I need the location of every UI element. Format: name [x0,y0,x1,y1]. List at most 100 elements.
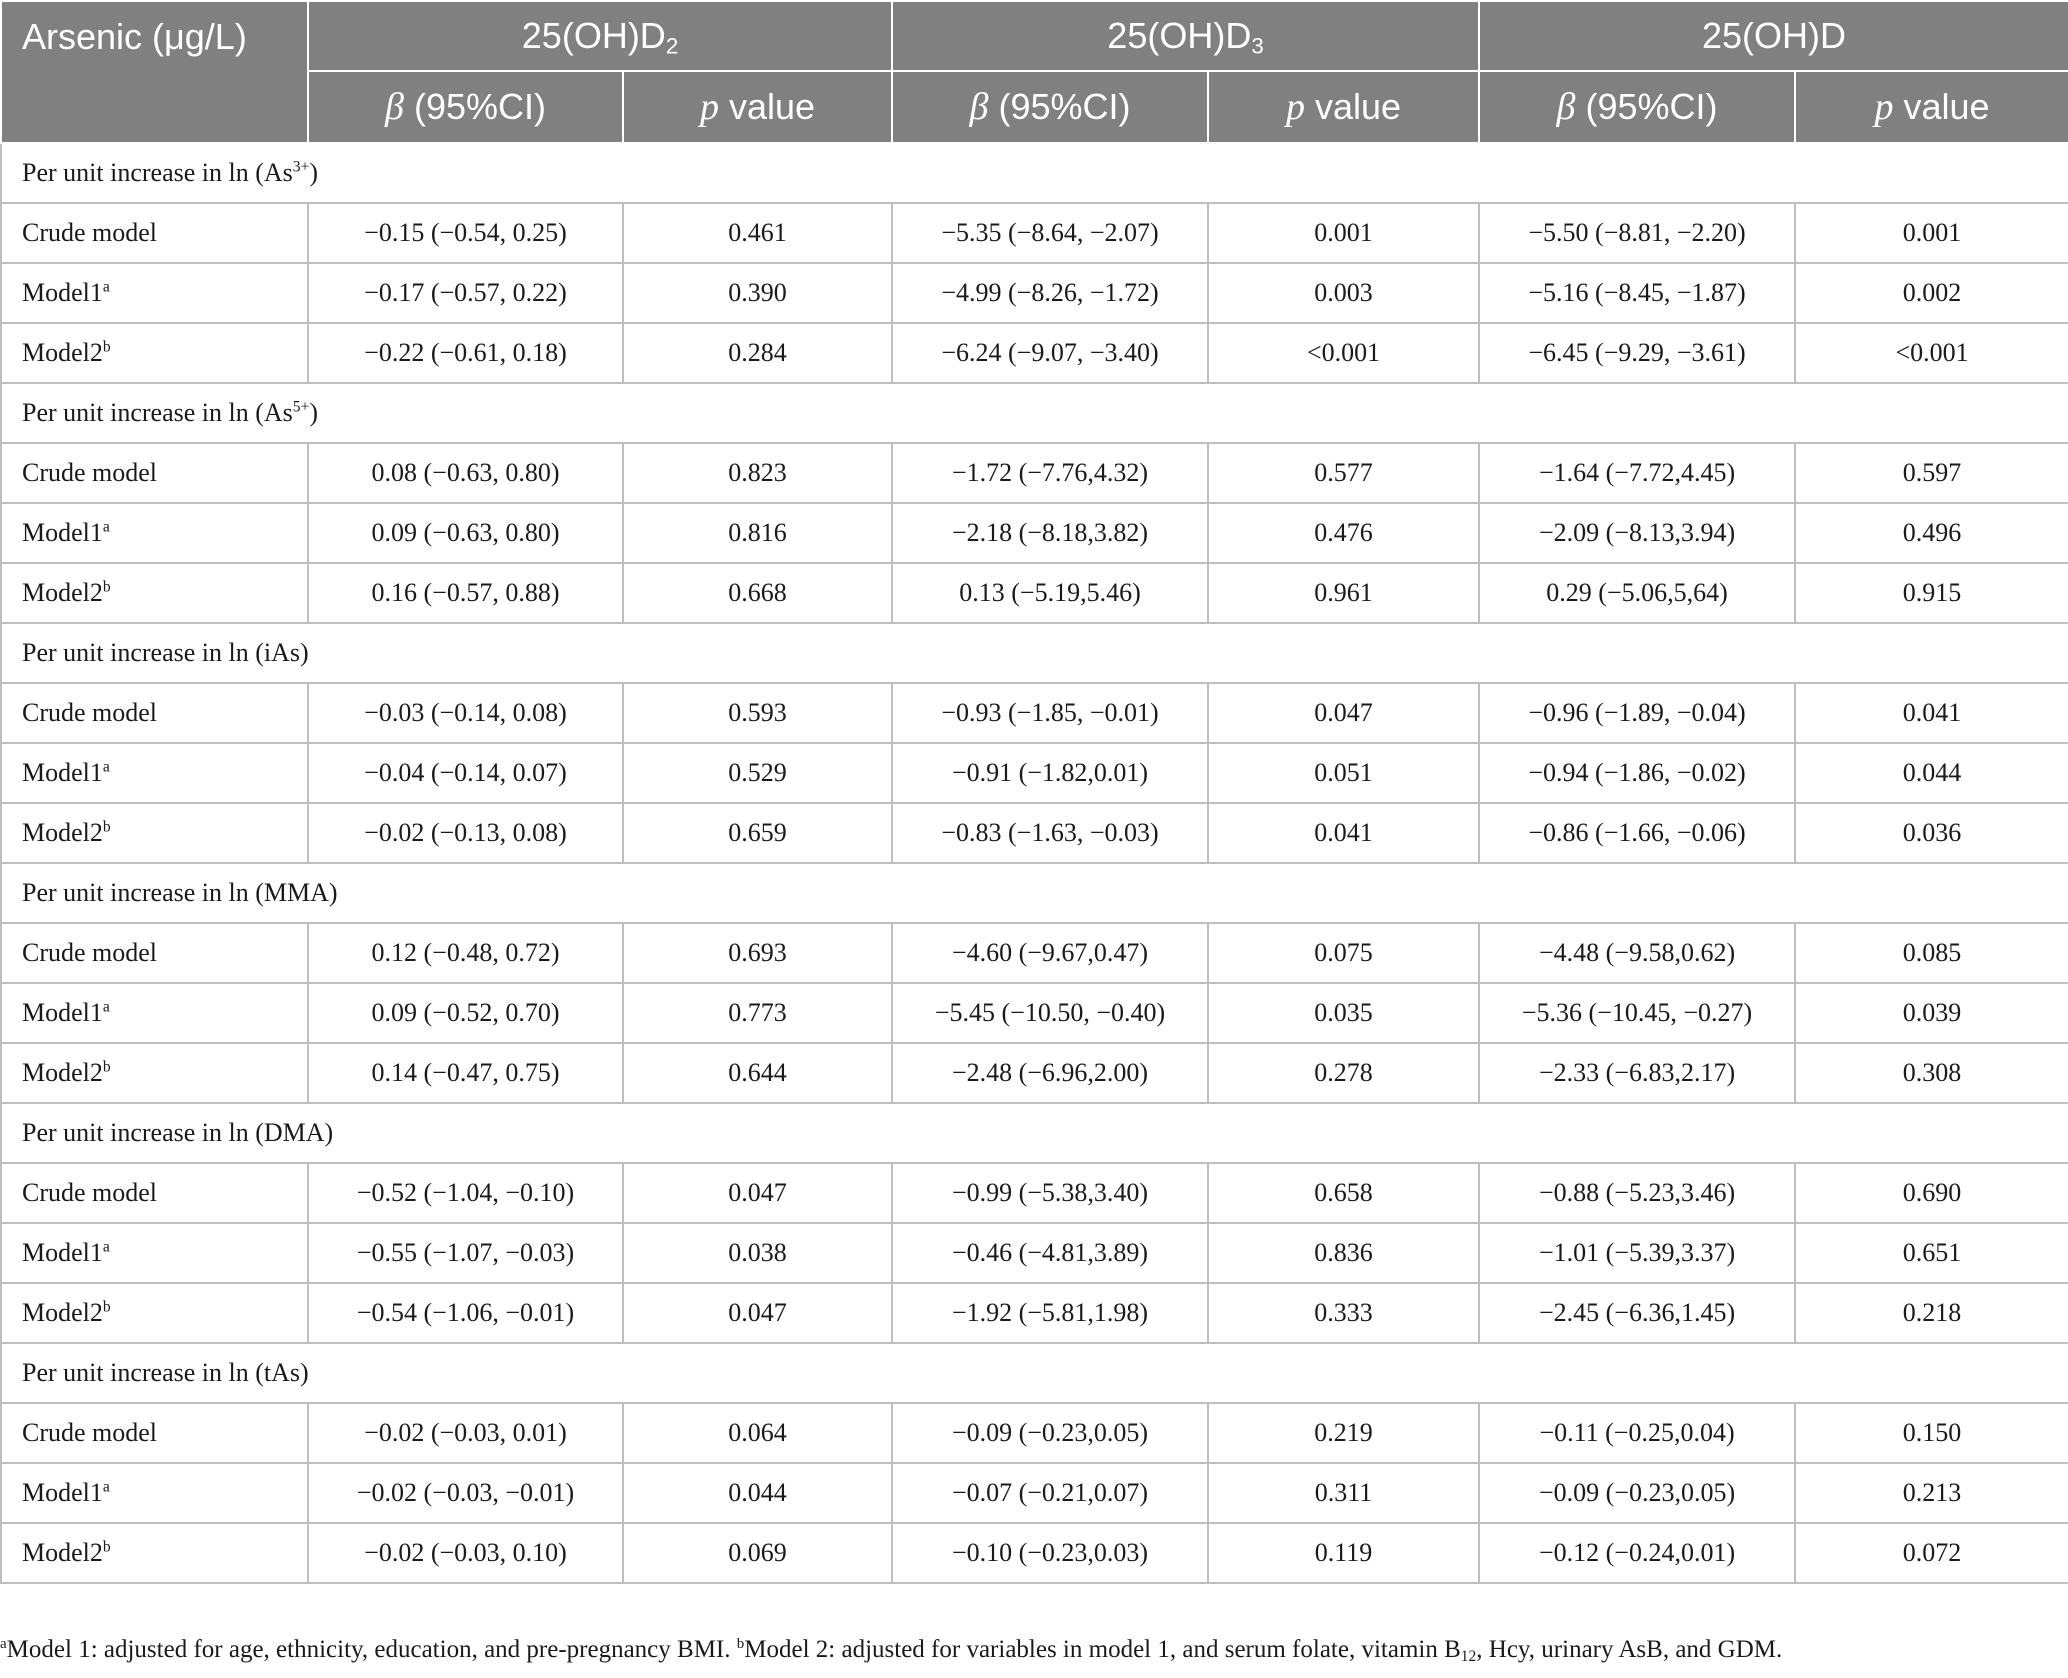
cell-d3-beta: −1.92 (−5.81,1.98) [891,1282,1210,1344]
model-label: Crude model [0,202,309,264]
cell-d3-beta: −0.99 (−5.38,3.40) [891,1162,1210,1224]
cell-d2-p: 0.693 [621,922,894,984]
cell-d3-p: 0.577 [1207,442,1481,504]
table-row: Model1a −0.04 (−0.14, 0.07) 0.529 −0.91 (−1… [0,742,2068,804]
p-symbol: p [699,86,719,128]
cell-d2-beta: −0.15 (−0.54, 0.25) [307,202,624,264]
header-25ohd2-sub: 2 [665,33,679,59]
model-name: Crude model [22,938,158,967]
cell-d-p: <0.001 [1794,322,2068,384]
cell-d2-beta: −0.04 (−0.14, 0.07) [307,742,624,804]
group-label: Per unit increase in ln (DMA) [0,1102,2068,1164]
cell-d-beta: −0.12 (−0.24,0.01) [1478,1522,1797,1584]
cell-d-p: 0.072 [1794,1522,2068,1584]
table-row: Model1a 0.09 (−0.52, 0.70) 0.773 −5.45 (−10… [0,982,2068,1044]
cell-d3-p: 0.333 [1207,1282,1481,1344]
table-header: Arsenic (μg/L) 25(OH)D2 25(OH)D3 25(OH)D… [0,0,2068,144]
cell-d3-p: 0.047 [1207,682,1481,744]
model-name: Model1 [22,518,103,547]
cell-d-beta: −0.88 (−5.23,3.46) [1478,1162,1797,1224]
cell-d-beta: −0.09 (−0.23,0.05) [1478,1462,1797,1524]
cell-d2-p: 0.593 [621,682,894,744]
cell-d2-p: 0.529 [621,742,894,804]
cell-d-beta: −2.45 (−6.36,1.45) [1478,1282,1797,1344]
group-row: Per unit increase in ln (As3+) [0,142,2068,204]
table-row: Crude model 0.12 (−0.48, 0.72) 0.693 −4.60 … [0,922,2068,984]
group-label: Per unit increase in ln (MMA) [0,862,2068,924]
table-row: Model1a −0.55 (−1.07, −0.03) 0.038 −0.46 (−… [0,1222,2068,1284]
results-table: Arsenic (μg/L) 25(OH)D2 25(OH)D3 25(OH)D… [0,0,2068,1584]
header-arsenic: Arsenic (μg/L) [0,0,309,144]
model-footnote-mark: a [102,518,110,536]
cell-d3-p: 0.001 [1207,202,1481,264]
cell-d-p: 0.044 [1794,742,2068,804]
cell-d-beta: −4.48 (−9.58,0.62) [1478,922,1797,984]
cell-d-beta: −0.96 (−1.89, −0.04) [1478,682,1797,744]
model-name: Model2 [22,1058,103,1087]
cell-d-p: 0.041 [1794,682,2068,744]
cell-d3-p: 0.658 [1207,1162,1481,1224]
table-row: Crude model −0.15 (−0.54, 0.25) 0.461 −5.35… [0,202,2068,264]
cell-d2-p: 0.064 [621,1402,894,1464]
model-name: Crude model [22,458,158,487]
table-row: Model1a 0.09 (−0.63, 0.80) 0.816 −2.18 (−8.… [0,502,2068,564]
cell-d-p: 0.036 [1794,802,2068,864]
cell-d2-p: 0.044 [621,1462,894,1524]
beta-symbol: β [385,86,404,128]
cell-d3-p: 0.003 [1207,262,1481,324]
cell-d2-p: 0.038 [621,1222,894,1284]
cell-d2-p: 0.461 [621,202,894,264]
group-label-sup: 3+ [292,158,310,176]
cell-d-beta: 0.29 (−5.06,5,64) [1478,562,1797,624]
model-footnote-mark: b [102,1538,111,1556]
cell-d3-beta: −5.45 (−10.50, −0.40) [891,982,1210,1044]
cell-d3-p: 0.836 [1207,1222,1481,1284]
cell-d3-beta: −4.60 (−9.67,0.47) [891,922,1210,984]
model-name: Model2 [22,1298,103,1327]
table-row: Model2b 0.14 (−0.47, 0.75) 0.644 −2.48 (−6.… [0,1042,2068,1104]
cell-d-beta: −0.11 (−0.25,0.04) [1478,1402,1797,1464]
beta-label: (95%CI) [1575,86,1718,127]
cell-d2-p: 0.047 [621,1282,894,1344]
header-p-d2: p value [621,70,894,144]
group-label-text: Per unit increase in ln (tAs) [22,1358,309,1387]
cell-d-p: 0.597 [1794,442,2068,504]
beta-label: (95%CI) [403,86,546,127]
beta-symbol: β [969,86,989,128]
model-name: Model2 [22,818,103,847]
p-label: value [718,86,816,127]
beta-label: (95%CI) [988,86,1131,127]
group-label-end: ) [309,158,319,187]
cell-d3-beta: −0.09 (−0.23,0.05) [891,1402,1210,1464]
p-label: value [1304,86,1402,127]
footnote-b-text: Model 2: adjusted for variables in model… [744,1636,1461,1663]
group-label-text: Per unit increase in ln (MMA) [22,878,338,907]
model-name: Crude model [22,1178,158,1207]
cell-d-p: 0.651 [1794,1222,2068,1284]
group-row: Per unit increase in ln (tAs) [0,1342,2068,1404]
group-label: Per unit increase in ln (As5+) [0,382,2068,444]
cell-d-p: 0.085 [1794,922,2068,984]
model-label: Model2b [0,1522,309,1584]
cell-d2-p: 0.284 [621,322,894,384]
model-label: Model1a [0,982,309,1044]
cell-d-beta: −2.09 (−8.13,3.94) [1478,502,1797,564]
table-row: Model2b −0.22 (−0.61, 0.18) 0.284 −6.24 (−9… [0,322,2068,384]
cell-d3-p: 0.961 [1207,562,1481,624]
cell-d-p: 0.308 [1794,1042,2068,1104]
cell-d2-beta: 0.08 (−0.63, 0.80) [307,442,624,504]
table-row: Model2b 0.16 (−0.57, 0.88) 0.668 0.13 (−5.1… [0,562,2068,624]
cell-d3-beta: −0.83 (−1.63, −0.03) [891,802,1210,864]
cell-d3-beta: −6.24 (−9.07, −3.40) [891,322,1210,384]
header-beta-d: β (95%CI) [1478,70,1797,144]
model-name: Model1 [22,278,103,307]
header-beta-d2: β (95%CI) [307,70,624,144]
header-25ohd3: 25(OH)D3 [891,0,1481,72]
model-footnote-mark: b [102,1298,111,1316]
table-row: Model2b −0.02 (−0.13, 0.08) 0.659 −0.83 (−1… [0,802,2068,864]
model-footnote-mark: b [102,1058,111,1076]
header-p-d: p value [1794,70,2068,144]
model-footnote-mark: a [102,1478,110,1496]
header-beta-d3: β (95%CI) [891,70,1210,144]
cell-d-p: 0.915 [1794,562,2068,624]
